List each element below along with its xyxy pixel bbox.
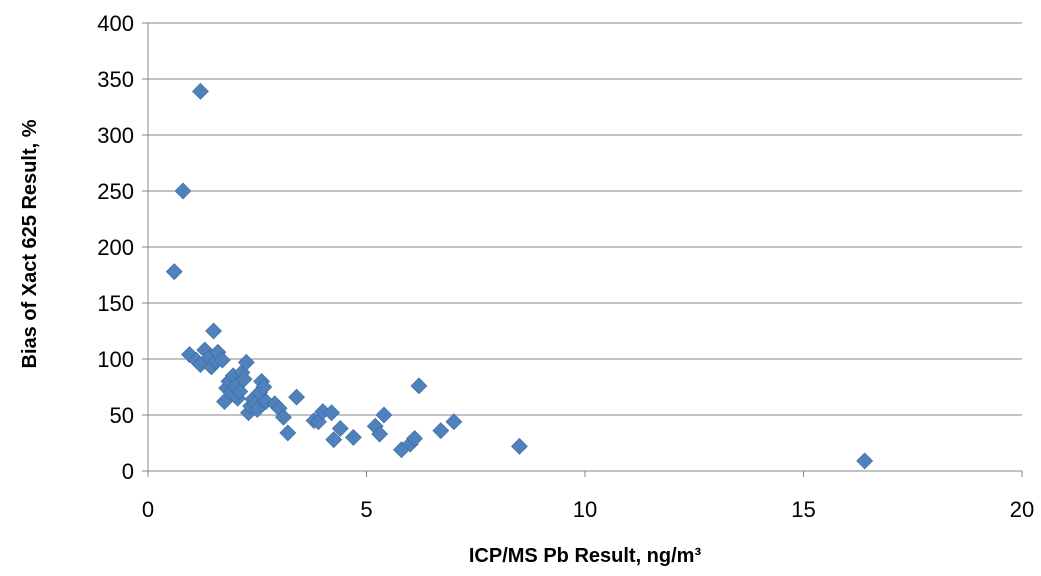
- data-point: [174, 182, 192, 200]
- axes: [142, 22, 1023, 477]
- y-tick-label: 50: [110, 403, 134, 428]
- data-point: [255, 378, 273, 396]
- y-tick-label: 0: [122, 459, 134, 484]
- data-point: [856, 452, 874, 470]
- data-point: [213, 351, 231, 369]
- x-tick-label: 5: [360, 497, 372, 522]
- x-tick-label: 0: [142, 497, 154, 522]
- x-axis-title: ICP/MS Pb Result, ng/m³: [469, 545, 702, 567]
- data-point: [248, 400, 266, 418]
- tick-labels: 0 50 100 150 200 250 300 350 400 0 5 10 15 20: [97, 11, 1034, 522]
- data-point: [432, 422, 450, 440]
- y-tick-label: 250: [97, 179, 134, 204]
- x-tick-label: 15: [791, 497, 815, 522]
- y-tick-label: 350: [97, 67, 134, 92]
- data-point: [235, 370, 253, 388]
- y-tick-label: 300: [97, 123, 134, 148]
- data-point: [331, 420, 349, 437]
- y-tick-label: 200: [97, 235, 134, 260]
- data-point: [410, 377, 428, 395]
- data-point: [288, 388, 306, 406]
- y-tick-label: 150: [97, 291, 134, 316]
- data-point: [279, 424, 297, 442]
- data-point: [344, 428, 362, 446]
- data-points: [165, 82, 874, 470]
- y-tick-label: 400: [97, 11, 134, 36]
- data-point: [325, 431, 343, 449]
- data-point: [371, 425, 389, 443]
- data-point: [192, 82, 209, 100]
- data-point: [375, 406, 393, 424]
- data-point: [275, 408, 292, 426]
- y-axis-title: Bias of Xact 625 Result, %: [19, 119, 41, 368]
- data-point: [511, 437, 528, 455]
- data-point: [406, 430, 423, 447]
- data-point: [165, 263, 183, 281]
- y-tick-label: 100: [97, 347, 134, 372]
- data-point: [323, 404, 340, 422]
- gridlines: [148, 22, 1022, 416]
- x-tick-label: 10: [573, 497, 597, 522]
- data-point: [231, 383, 249, 400]
- x-tick-label: 20: [1010, 497, 1034, 522]
- data-point: [237, 353, 255, 371]
- data-point: [445, 413, 463, 431]
- data-point: [205, 322, 222, 340]
